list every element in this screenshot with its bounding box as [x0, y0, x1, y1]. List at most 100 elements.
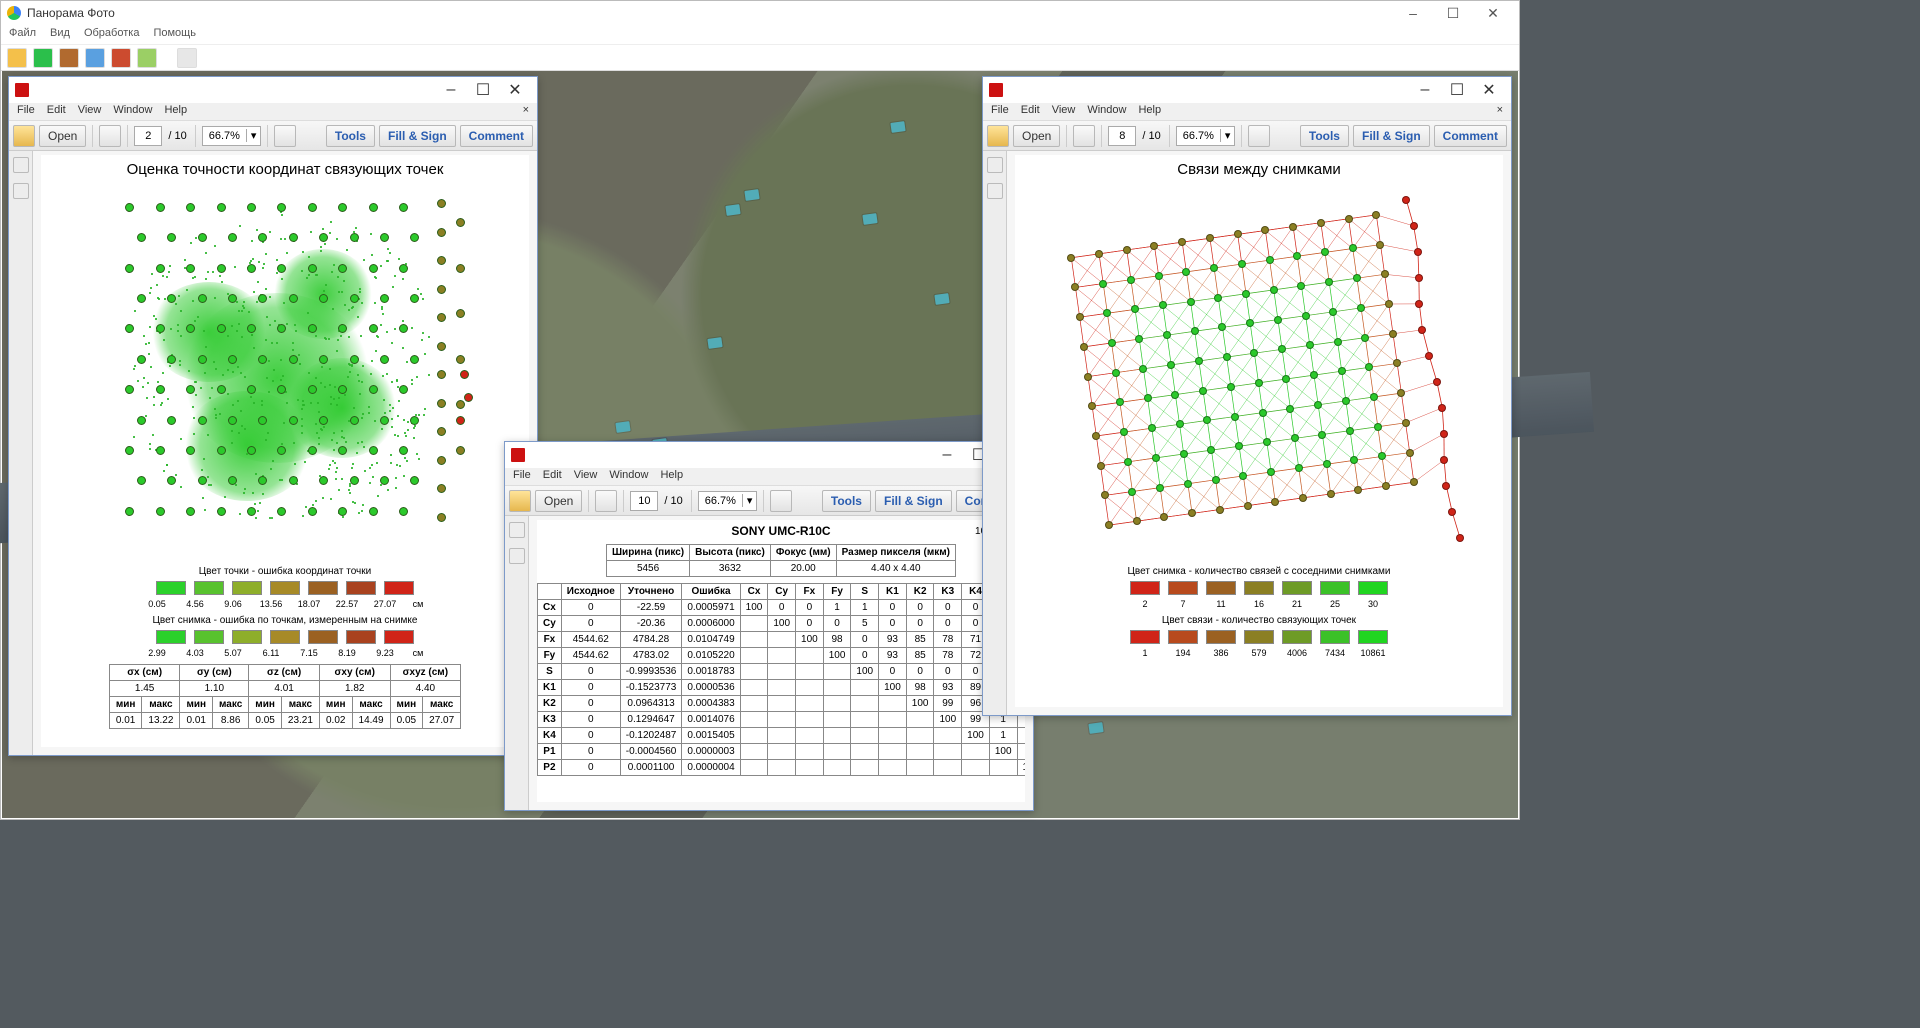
pdf-page: Оценка точности координат связующих точе… — [41, 155, 529, 747]
menu-edit[interactable]: Edit — [1021, 104, 1040, 119]
app-menubar: Файл Вид Обработка Помощь — [1, 25, 1519, 45]
tools-button[interactable]: Tools — [1300, 125, 1349, 147]
zoom-select[interactable]: 66.7%▾ — [202, 126, 262, 146]
pdf-page: Связи между снимками Цвет снимка - колич… — [1015, 155, 1503, 707]
close-icon[interactable]: × — [523, 104, 529, 119]
legend-label: 194 — [1168, 648, 1198, 658]
pdf-window-connections: – ☐ ✕ File Edit View Window Help × Open — [982, 76, 1512, 716]
legend-caption: Цвет точки - ошибка координат точки — [41, 566, 529, 577]
page-input[interactable] — [134, 126, 162, 146]
open-button[interactable]: Open — [1013, 125, 1060, 147]
folder-icon[interactable] — [13, 125, 35, 147]
menu-window[interactable]: Window — [609, 469, 648, 484]
camera-spec-table: Ширина (пикс)Высота (пикс)Фокус (мм)Разм… — [606, 544, 956, 577]
pdf-menubar: File Edit View Window Help × — [505, 468, 1033, 486]
attachments-icon[interactable] — [13, 183, 29, 199]
thumbnails-icon[interactable] — [509, 522, 525, 538]
print-icon[interactable] — [99, 125, 121, 147]
menu-file[interactable]: File — [513, 469, 531, 484]
minimize-button[interactable]: – — [1393, 1, 1433, 25]
legend-label: 8.19 — [332, 648, 362, 658]
image-marker — [708, 337, 723, 349]
toolbar-button[interactable] — [33, 48, 53, 68]
print-icon[interactable] — [595, 490, 617, 512]
menu-file[interactable]: File — [17, 104, 35, 119]
menu-help[interactable]: Help — [1138, 104, 1161, 119]
menu-view[interactable]: View — [574, 469, 598, 484]
close-button[interactable]: ✕ — [499, 78, 531, 102]
tools-button[interactable]: Tools — [822, 490, 871, 512]
zoom-select[interactable]: 66.7%▾ — [1176, 126, 1236, 146]
legend-swatch — [1130, 581, 1160, 595]
sigma-table: σx (см)σy (см)σz (см)σxy (см)σxyz (см)1.… — [109, 664, 461, 729]
comment-button[interactable]: Comment — [460, 125, 533, 147]
menu-view[interactable]: View — [78, 104, 102, 119]
menu-view[interactable]: Вид — [50, 27, 70, 42]
open-button[interactable]: Open — [39, 125, 86, 147]
image-marker — [615, 422, 630, 434]
legend-label: 16 — [1244, 599, 1274, 609]
maximize-button[interactable]: ☐ — [1433, 1, 1473, 25]
attachments-icon[interactable] — [987, 183, 1003, 199]
legend-label: 25 — [1320, 599, 1350, 609]
page-input[interactable] — [1108, 126, 1136, 146]
folder-icon[interactable] — [987, 125, 1009, 147]
menu-help[interactable]: Help — [660, 469, 683, 484]
toolbar-button[interactable] — [111, 48, 131, 68]
menu-edit[interactable]: Edit — [47, 104, 66, 119]
camera-param-table: ИсходноеУточненоОшибкаCxCyFxFySK1K2K3K4P… — [537, 583, 1025, 776]
menu-window[interactable]: Window — [1087, 104, 1126, 119]
menu-file[interactable]: Файл — [9, 27, 36, 42]
pdf-titlebar[interactable]: – ☐ ✕ — [9, 77, 537, 103]
legend-label: 7 — [1168, 599, 1198, 609]
page-input[interactable] — [630, 491, 658, 511]
folder-icon[interactable] — [509, 490, 531, 512]
legend-label: 11 — [1206, 599, 1236, 609]
legend-label: 22.57 — [332, 599, 362, 609]
menu-edit[interactable]: Edit — [543, 469, 562, 484]
fit-icon[interactable] — [1248, 125, 1270, 147]
fit-icon[interactable] — [274, 125, 296, 147]
comment-button[interactable]: Comment — [1434, 125, 1507, 147]
maximize-button[interactable]: ☐ — [1441, 78, 1473, 102]
attachments-icon[interactable] — [509, 548, 525, 564]
close-button[interactable]: ✕ — [1473, 78, 1505, 102]
zoom-select[interactable]: 66.7%▾ — [698, 491, 758, 511]
menu-help[interactable]: Help — [164, 104, 187, 119]
minimize-button[interactable]: – — [1409, 78, 1441, 102]
print-icon[interactable] — [1073, 125, 1095, 147]
tools-button[interactable]: Tools — [326, 125, 375, 147]
image-marker — [935, 293, 950, 305]
pdf-titlebar[interactable]: – ☐ ✕ — [505, 442, 1033, 468]
legend-swatch — [1244, 630, 1274, 644]
menu-help[interactable]: Помощь — [153, 27, 196, 42]
thumbnails-icon[interactable] — [987, 157, 1003, 173]
menu-file[interactable]: File — [991, 104, 1009, 119]
open-button[interactable]: Open — [535, 490, 582, 512]
legend-label: 7434 — [1320, 648, 1350, 658]
legend-label: 2 — [1130, 599, 1160, 609]
minimize-button[interactable]: – — [435, 78, 467, 102]
fill-sign-button[interactable]: Fill & Sign — [875, 490, 952, 512]
pdf-menubar: File Edit View Window Help × — [983, 103, 1511, 121]
fit-icon[interactable] — [770, 490, 792, 512]
legend-swatch — [346, 630, 376, 644]
legend-caption: Цвет снимка - количество связей с соседн… — [1015, 566, 1503, 577]
toolbar-button[interactable] — [7, 48, 27, 68]
menu-process[interactable]: Обработка — [84, 27, 139, 42]
close-button[interactable]: ✕ — [1473, 1, 1513, 25]
minimize-button[interactable]: – — [931, 443, 963, 467]
toolbar-button[interactable] — [85, 48, 105, 68]
maximize-button[interactable]: ☐ — [467, 78, 499, 102]
fill-sign-button[interactable]: Fill & Sign — [379, 125, 456, 147]
toolbar-button[interactable] — [137, 48, 157, 68]
close-icon[interactable]: × — [1497, 104, 1503, 119]
menu-view[interactable]: View — [1052, 104, 1076, 119]
pdf-titlebar[interactable]: – ☐ ✕ — [983, 77, 1511, 103]
menu-window[interactable]: Window — [113, 104, 152, 119]
legend-swatch — [1320, 581, 1350, 595]
thumbnails-icon[interactable] — [13, 157, 29, 173]
fill-sign-button[interactable]: Fill & Sign — [1353, 125, 1430, 147]
toolbar-button[interactable] — [177, 48, 197, 68]
toolbar-button[interactable] — [59, 48, 79, 68]
